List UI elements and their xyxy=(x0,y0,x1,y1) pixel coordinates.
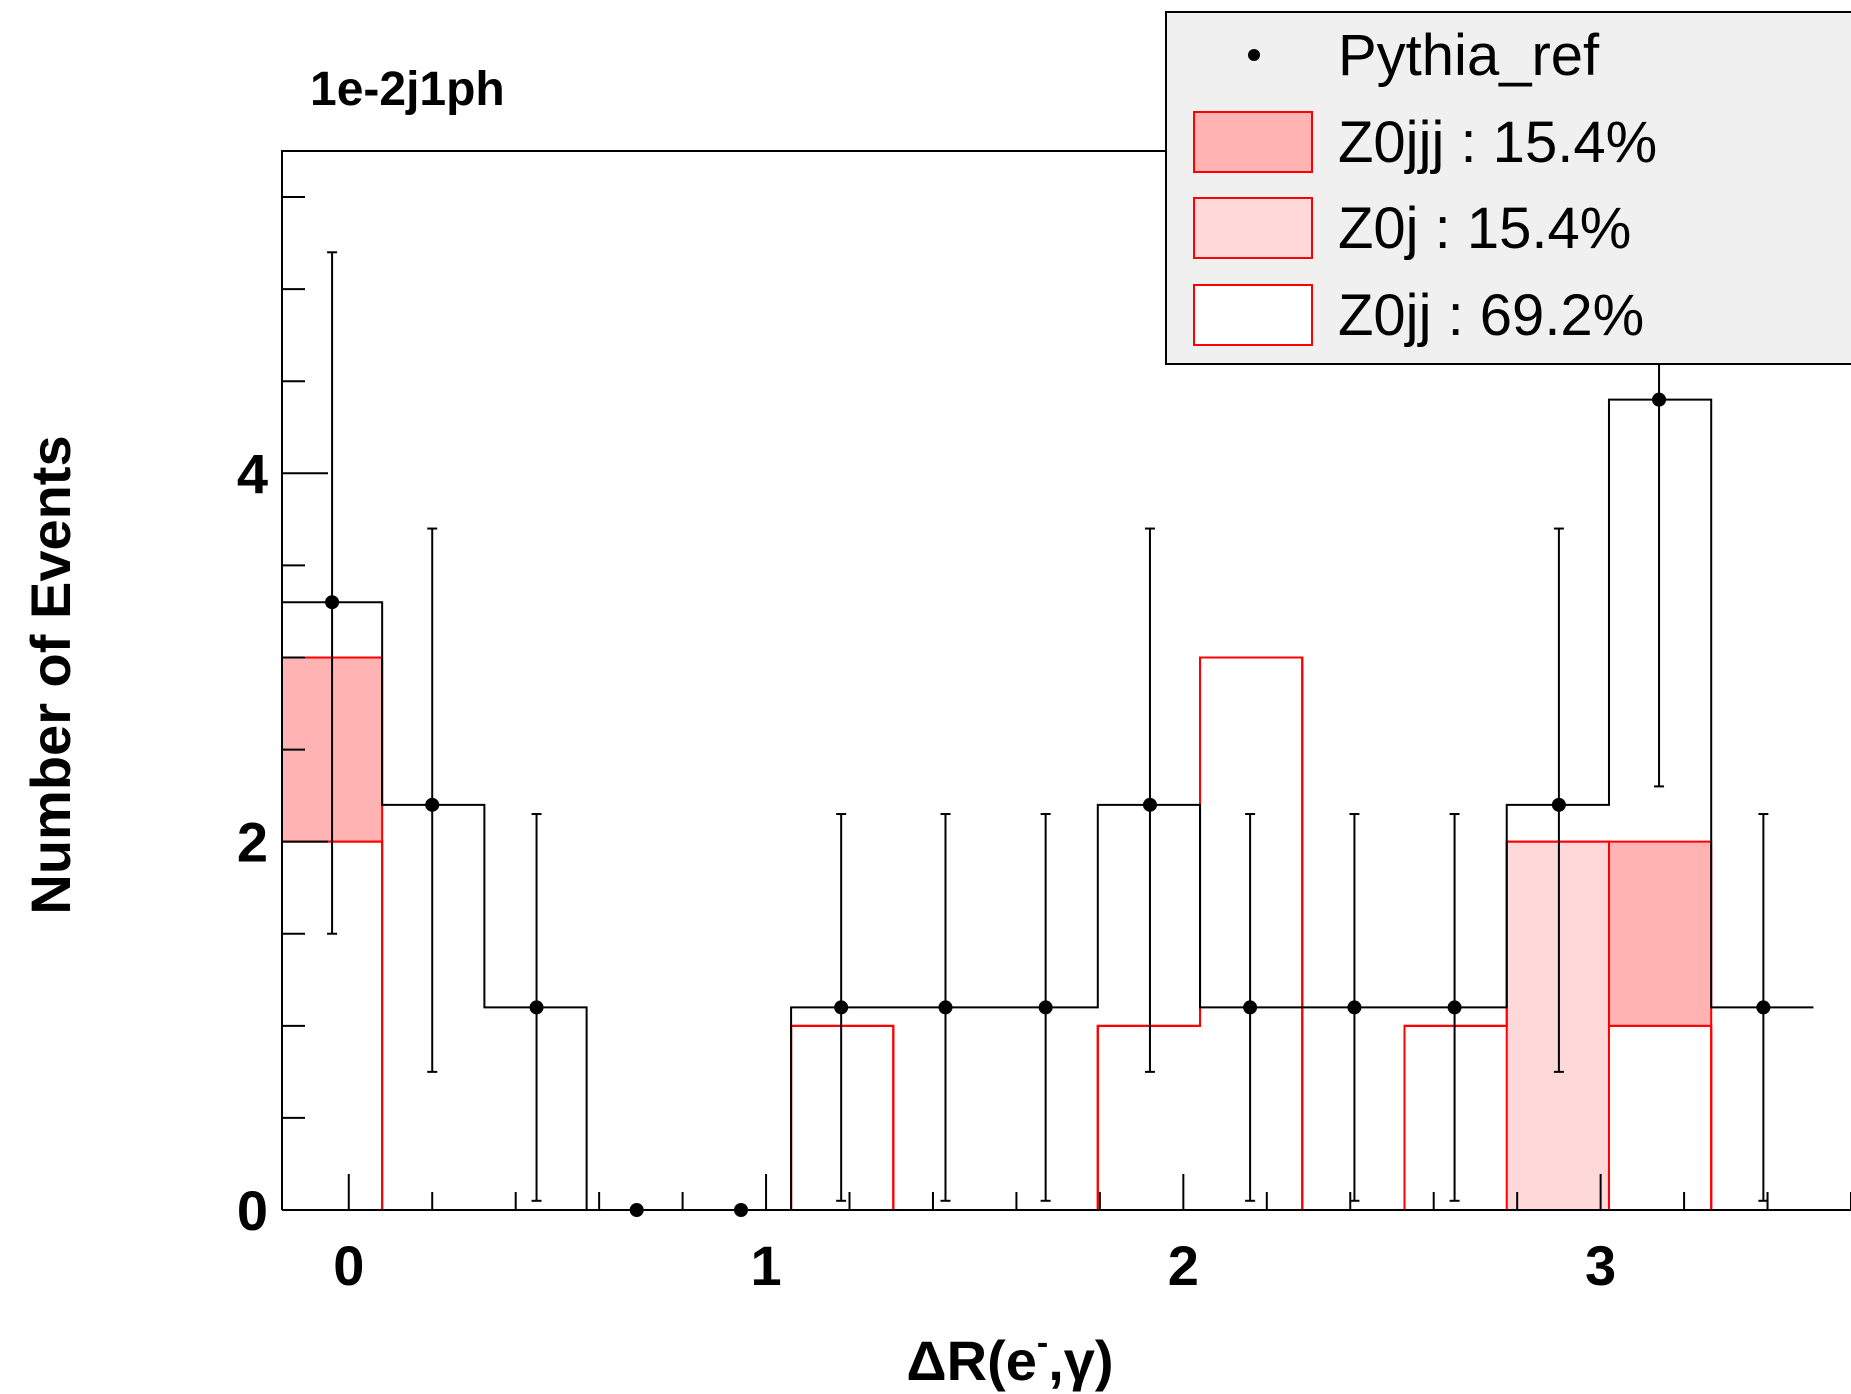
data-point xyxy=(1038,813,1053,1202)
data-point xyxy=(834,813,849,1202)
chart-title: 1e-2j1ph xyxy=(310,63,505,116)
legend-swatch xyxy=(1193,111,1313,173)
data-point xyxy=(1447,813,1462,1202)
legend-label: Z0jj : 69.2% xyxy=(1338,283,1644,348)
bar-z0jj xyxy=(1200,657,1303,1210)
bar-z0j xyxy=(1506,841,1609,1210)
legend-entry: Pythia_ref xyxy=(1248,23,1600,88)
x-axis-label-main: ΔR(e xyxy=(906,1329,1036,1392)
data-point xyxy=(1756,813,1771,1202)
marker xyxy=(1243,1000,1258,1015)
y-tick-label: 0 xyxy=(237,1179,268,1242)
marker xyxy=(1142,797,1157,812)
marker xyxy=(1551,797,1566,812)
marker xyxy=(1447,1000,1462,1015)
y-tick-label: 2 xyxy=(237,811,268,874)
legend-label: Z0jjj : 15.4% xyxy=(1338,110,1657,175)
marker xyxy=(325,595,340,610)
bar-z0jjj xyxy=(1608,841,1712,1026)
legend-marker xyxy=(1248,49,1260,61)
bar-z0jj xyxy=(1097,1025,1201,1210)
data-point xyxy=(1347,813,1362,1202)
marker xyxy=(1652,392,1667,407)
marker xyxy=(1756,1000,1771,1015)
legend-swatch xyxy=(1193,197,1313,259)
x-tick-label: 1 xyxy=(750,1234,781,1297)
x-tick-label: 2 xyxy=(1168,1234,1199,1297)
legend-entry: Z0jj : 69.2% xyxy=(1193,283,1644,348)
total-step-line xyxy=(282,398,1814,1211)
data-point xyxy=(938,813,953,1202)
x-axis-label: ΔR(e-,γ) xyxy=(906,1324,1113,1392)
bar-z0jj xyxy=(1608,1025,1712,1210)
marker xyxy=(529,1000,544,1015)
marker xyxy=(1038,1000,1053,1015)
x-tick-label: 3 xyxy=(1585,1234,1616,1297)
bar-z0jj xyxy=(791,1025,894,1210)
marker xyxy=(834,1000,849,1015)
data-point xyxy=(1551,527,1566,1073)
legend: Pythia_ref Z0jjj : 15.4% Z0j : 15.4% Z0jj :… xyxy=(1165,11,1851,365)
data-point xyxy=(1243,813,1258,1202)
stacked-bars xyxy=(282,656,1814,1211)
bar-z0jj xyxy=(1404,1025,1507,1210)
x-tick-label: 0 xyxy=(333,1234,364,1297)
y-tick-label: 4 xyxy=(237,442,268,505)
data-point xyxy=(529,813,544,1202)
marker xyxy=(938,1000,953,1015)
legend-entry: Z0j : 15.4% xyxy=(1193,196,1631,261)
data-point xyxy=(325,251,340,935)
legend-label: Z0j : 15.4% xyxy=(1338,196,1631,261)
legend-swatch xyxy=(1193,284,1313,346)
axes: 0 1 2 3 0 2 4 xyxy=(237,151,1851,1297)
legend-label: Pythia_ref xyxy=(1338,23,1600,88)
marker xyxy=(1347,1000,1362,1015)
legend-entry: Z0jjj : 15.4% xyxy=(1193,110,1657,175)
total-outline xyxy=(282,398,1814,1211)
marker xyxy=(425,797,440,812)
data-point xyxy=(1142,527,1157,1073)
x-axis-label-superscript: - xyxy=(1037,1324,1048,1362)
data-point xyxy=(425,527,440,1073)
x-axis-label-tail: ,γ) xyxy=(1048,1329,1113,1392)
y-axis-label: Number of Events xyxy=(19,435,82,914)
